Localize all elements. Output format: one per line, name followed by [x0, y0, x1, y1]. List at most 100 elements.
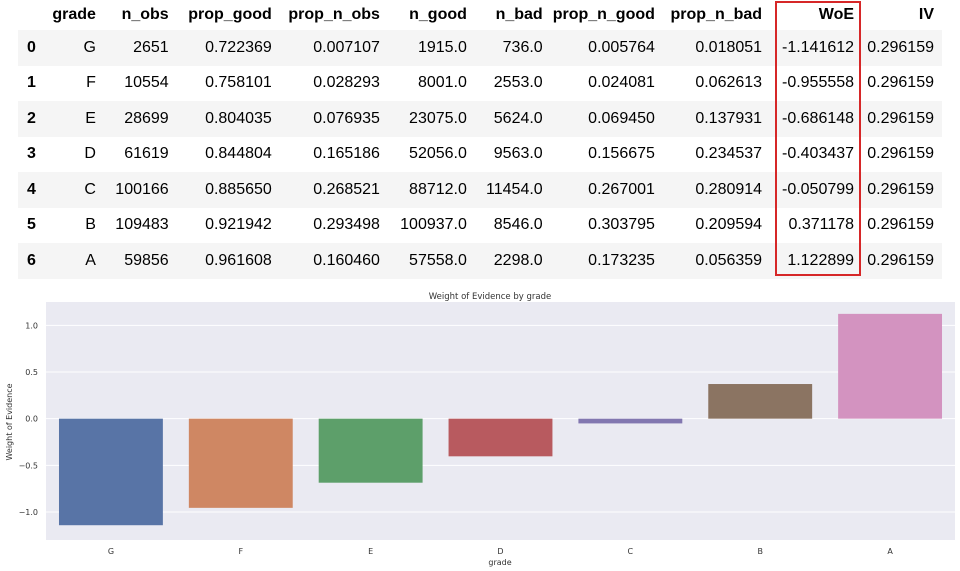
- table-row: 5 B 109483 0.921942 0.293498 100937.0 8546.0 0.…: [18, 208, 942, 244]
- cell-prop_n_obs: 0.268521: [313, 180, 380, 198]
- table-body: 0 G 2651 0.722369 0.007107 1915.0 736.0 0.00576…: [18, 30, 942, 279]
- table-row: 4 C 100166 0.885650 0.268521 88712.0 11454.0 0.…: [18, 172, 942, 208]
- cell-n_obs: 100166: [115, 180, 169, 198]
- cell-n_obs: 10554: [124, 74, 169, 92]
- woe-table: grade n_obs prop_good prop_n_obs n_good n_bad…: [18, 0, 942, 279]
- cell-index: 3: [27, 145, 36, 163]
- table-row: 3 D 61619 0.844804 0.165186 52056.0 9563.0 0.15…: [18, 137, 942, 173]
- cell-prop_n_bad: 0.018051: [695, 38, 763, 56]
- cell-index: 5: [27, 216, 36, 234]
- bar-C: [578, 418, 683, 424]
- cell-index: 6: [27, 251, 36, 269]
- column-header-prop_good: prop_good: [188, 6, 272, 23]
- bars: [58, 313, 943, 526]
- cell-grade: D: [84, 145, 96, 163]
- cell-prop_n_obs: 0.165186: [313, 145, 380, 163]
- y-tick-labels: −1.0 −0.5 0.0 0.5 1.0: [19, 321, 38, 517]
- column-header-prop_n_good: prop_n_good: [552, 6, 655, 23]
- cell-n_good: 52056.0: [409, 145, 467, 163]
- bar-G: [58, 418, 163, 526]
- x-tick-label: D: [497, 547, 503, 556]
- table-row: 1 F 10554 0.758101 0.028293 8001.0 2553.0 0.024…: [18, 66, 942, 102]
- woe-bar-chart: −1.0 −0.5 0.0 0.5 1.0 G F E D C B A Weight of Evid…: [5, 292, 955, 567]
- cell-index: 2: [27, 109, 36, 127]
- cell-prop_n_bad: 0.137931: [695, 109, 763, 127]
- cell-IV: 0.296159: [867, 38, 934, 56]
- table-row: 0 G 2651 0.722369 0.007107 1915.0 736.0 0.00576…: [18, 30, 942, 66]
- cell-WoE: 0.371178: [788, 216, 855, 234]
- cell-prop_good: 0.885650: [205, 180, 272, 198]
- cell-IV: 0.296159: [867, 180, 934, 198]
- bar-B: [708, 384, 813, 419]
- cell-prop_n_good: 0.069450: [588, 109, 655, 127]
- column-header-IV: IV: [918, 6, 934, 23]
- cell-prop_n_obs: 0.028293: [313, 74, 380, 92]
- bar-E: [318, 418, 423, 483]
- cell-n_bad: 8546.0: [493, 216, 543, 234]
- cell-n_obs: 59856: [124, 251, 169, 269]
- cell-prop_good: 0.758101: [205, 74, 272, 92]
- x-tick-label: A: [887, 547, 893, 556]
- cell-n_good: 100937.0: [400, 216, 467, 234]
- cell-prop_good: 0.804035: [205, 109, 272, 127]
- cell-n_bad: 5624.0: [493, 109, 543, 127]
- column-header-n_good: n_good: [409, 6, 467, 23]
- cell-prop_good: 0.961608: [205, 251, 272, 269]
- column-header-index: [18, 0, 52, 30]
- cell-prop_n_bad: 0.209594: [695, 216, 763, 234]
- y-tick-label: −0.5: [19, 461, 38, 470]
- bar-F: [188, 418, 293, 508]
- cell-IV: 0.296159: [867, 216, 934, 234]
- column-header-n_bad: n_bad: [495, 6, 543, 23]
- column-header-prop_n_obs: prop_n_obs: [288, 6, 380, 23]
- cell-prop_n_obs: 0.160460: [313, 251, 380, 269]
- cell-prop_n_bad: 0.234537: [695, 145, 763, 163]
- cell-prop_n_bad: 0.056359: [695, 251, 763, 269]
- cell-index: 4: [27, 180, 36, 198]
- y-tick-label: −1.0: [19, 508, 38, 517]
- bar-D: [448, 418, 553, 457]
- cell-IV: 0.296159: [867, 145, 934, 163]
- cell-prop_good: 0.722369: [205, 38, 272, 56]
- bar-A: [838, 313, 943, 419]
- cell-n_obs: 61619: [124, 145, 169, 163]
- cell-n_obs: 28699: [124, 109, 169, 127]
- x-tick-label: C: [628, 547, 634, 556]
- table-row: 2 E 28699 0.804035 0.076935 23075.0 5624.0 0.06…: [18, 101, 942, 137]
- cell-WoE: -0.955558: [781, 74, 855, 92]
- x-tick-label: G: [108, 547, 114, 556]
- x-tick-label: E: [368, 547, 373, 556]
- cell-WoE: -0.050799: [781, 180, 855, 198]
- cell-grade: A: [85, 251, 96, 269]
- cell-IV: 0.296159: [867, 109, 934, 127]
- cell-prop_n_obs: 0.007107: [313, 38, 380, 56]
- cell-IV: 0.296159: [867, 251, 934, 269]
- column-header-grade: grade: [52, 6, 96, 23]
- table-row: 6 A 59856 0.961608 0.160460 57558.0 2298.0 0.17…: [18, 243, 942, 279]
- cell-grade: E: [85, 109, 96, 127]
- woe-column-highlight: [775, 1, 861, 276]
- x-tick-label: F: [238, 547, 243, 556]
- cell-prop_n_obs: 0.293498: [313, 216, 380, 234]
- y-tick-label: 0.0: [25, 415, 38, 424]
- x-axis-label: grade: [488, 558, 511, 567]
- cell-prop_n_good: 0.005764: [588, 38, 655, 56]
- cell-grade: B: [85, 216, 96, 234]
- cell-index: 0: [27, 38, 36, 56]
- cell-prop_n_good: 0.024081: [588, 74, 655, 92]
- column-header-n_obs: n_obs: [121, 6, 169, 23]
- cell-grade: F: [86, 74, 96, 92]
- cell-n_bad: 736.0: [502, 38, 543, 56]
- column-header-prop_n_bad: prop_n_bad: [670, 6, 763, 23]
- cell-n_good: 8001.0: [417, 74, 467, 92]
- chart-title: Weight of Evidence by grade: [429, 292, 551, 302]
- cell-WoE: -1.141612: [781, 38, 855, 56]
- cell-n_good: 57558.0: [409, 251, 467, 269]
- x-tick-label: B: [757, 547, 763, 556]
- cell-prop_n_good: 0.267001: [588, 180, 655, 198]
- cell-prop_good: 0.844804: [205, 145, 272, 163]
- cell-grade: C: [84, 180, 96, 198]
- cell-index: 1: [27, 74, 36, 92]
- cell-grade: G: [83, 38, 96, 56]
